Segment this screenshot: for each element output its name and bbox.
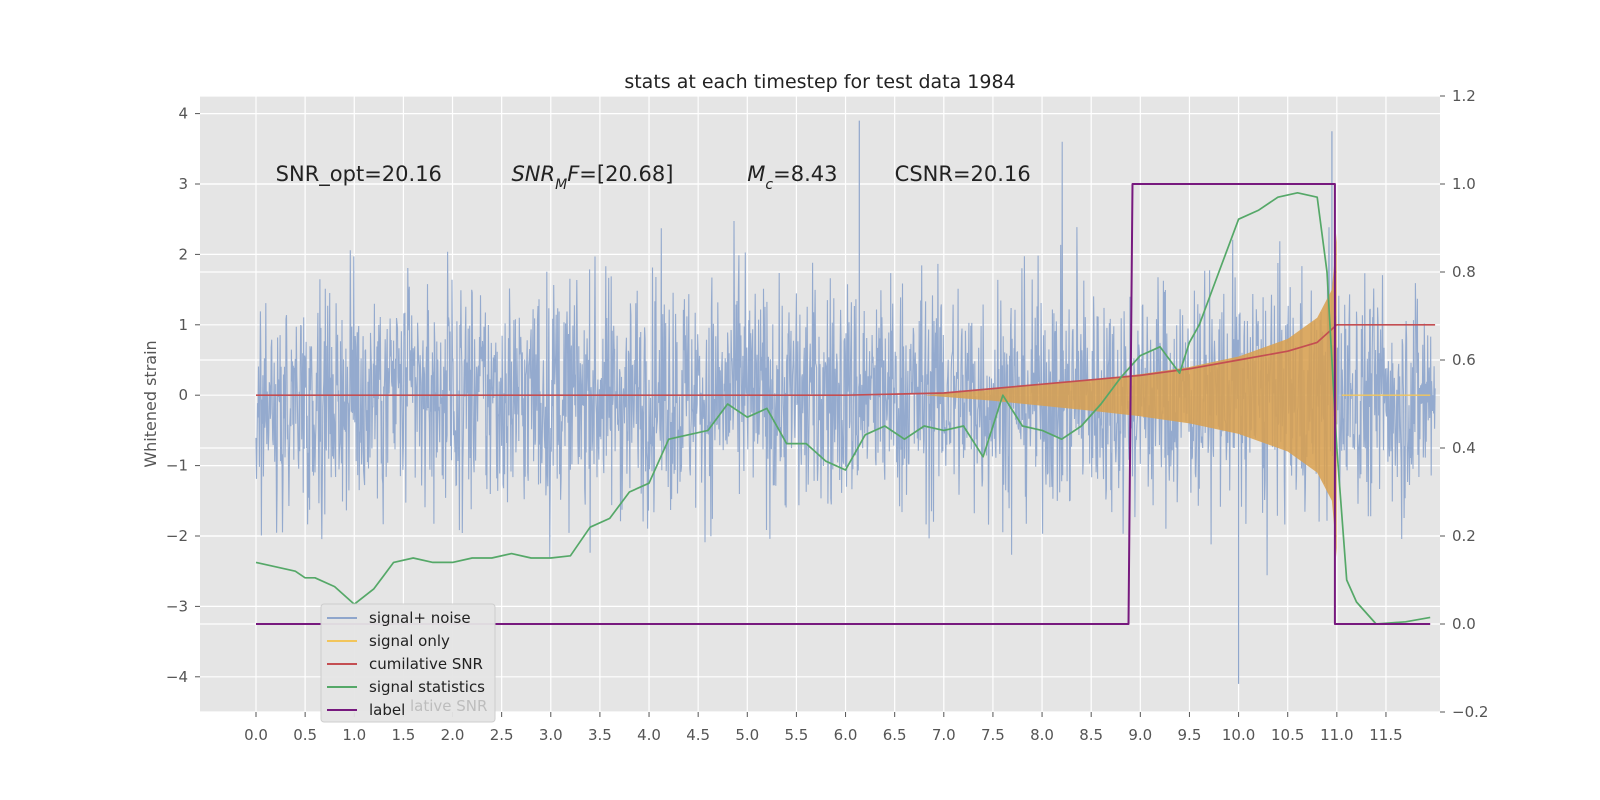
y-tick-label: 4	[178, 105, 188, 123]
y2-tick-label: 0.0	[1452, 615, 1476, 633]
legend-label: signal only	[369, 632, 450, 650]
series-label	[256, 183, 1431, 625]
legend-label: label	[369, 701, 405, 719]
annotation-segment: F	[567, 162, 580, 186]
annotation-segment: =[20.68]	[579, 162, 673, 186]
annotations: SNR_opt=20.16 SNRMF=[20.68] Mc=8.43 CSNR=20…	[276, 162, 1031, 193]
x-tick-label: 6.0	[834, 726, 858, 744]
y-tick-label: 0	[178, 386, 188, 404]
x-tick-label: 4.5	[686, 726, 710, 744]
y2-tick-label: 0.2	[1452, 527, 1476, 545]
x-tick-label: 3.0	[539, 726, 563, 744]
annotation-text: SNR_opt=20.16	[276, 162, 442, 187]
legend: lative SNR signal+ noise signal only cumila…	[320, 603, 496, 723]
x-tick-label: 3.5	[588, 726, 612, 744]
legend-label: cumilative SNR	[369, 655, 483, 673]
y2-tick-label: 1.2	[1452, 87, 1476, 105]
y-tick-label: −4	[166, 668, 188, 686]
legend-label: signal statistics	[369, 678, 485, 696]
x-tick-label: 9.5	[1178, 726, 1202, 744]
annotation-text: SNRMF=[20.68]	[511, 162, 673, 193]
x-tick-label: 5.5	[784, 726, 808, 744]
y-tick-label: 2	[178, 245, 188, 263]
x-tick-label: 7.5	[981, 726, 1005, 744]
x-tick-label: 9.0	[1128, 726, 1152, 744]
annotation-segment: CSNR=20.16	[895, 162, 1031, 186]
legend-box	[320, 603, 496, 723]
y-tick-label: −3	[166, 597, 188, 615]
annotation-segment: M	[555, 177, 567, 193]
x-tick-label: 1.0	[342, 726, 366, 744]
y2-tick-label: 0.6	[1452, 351, 1476, 369]
y-tick-label: −1	[166, 457, 188, 475]
x-tick-label: 10.0	[1222, 726, 1255, 744]
x-tick-label: 7.0	[932, 726, 956, 744]
x-tick-label: 10.5	[1271, 726, 1304, 744]
axes: 0.0 0.5 1.0 1.5 2.0 2.5 3.0 3.5 4.0 4.5 5.0 5.5 6.0 6…	[166, 87, 1489, 744]
y-tick-label: 1	[178, 316, 188, 334]
y-axis-label: Whitened strain	[141, 340, 160, 467]
x-tick-label: 2.5	[490, 726, 514, 744]
y2-tick-label: 0.8	[1452, 263, 1476, 281]
y2-tick-label: 1.0	[1452, 175, 1476, 193]
y2-tick-label: −0.2	[1452, 703, 1488, 721]
x-tick-label: 11.0	[1320, 726, 1353, 744]
annotation-segment: M	[747, 162, 765, 186]
x-tick-label: 0.0	[244, 726, 268, 744]
legend-label: signal+ noise	[369, 609, 471, 627]
series-cumilative-snr	[256, 323, 1436, 397]
annotation-text: Mc=8.43	[747, 162, 837, 193]
x-tick-label: 8.0	[1030, 726, 1054, 744]
x-tick-label: 8.5	[1079, 726, 1103, 744]
x-tick-label: 1.5	[391, 726, 415, 744]
y2-tick-label: 0.4	[1452, 439, 1476, 457]
annotation-segment: SNR	[511, 162, 555, 186]
annotation-segment: SNR_opt=20.16	[276, 162, 442, 187]
x-tick-label: 6.5	[883, 726, 907, 744]
y-tick-label: −2	[166, 527, 188, 545]
y-tick-label: 3	[178, 175, 188, 193]
chart-title: stats at each timestep for test data 198…	[624, 71, 1015, 93]
x-tick-label: 4.0	[637, 726, 661, 744]
x-tick-label: 2.0	[441, 726, 465, 744]
annotation-segment: c	[765, 177, 773, 193]
annotation-text: CSNR=20.16	[895, 162, 1031, 186]
x-tick-label: 11.5	[1369, 726, 1402, 744]
x-tick-label: 0.5	[293, 726, 317, 744]
x-tick-label: 5.0	[735, 726, 759, 744]
plot-area	[255, 120, 1436, 684]
series-signal-statistics	[255, 191, 1431, 625]
legend-ghost-text: lative SNR	[410, 697, 487, 715]
annotation-segment: =8.43	[773, 162, 837, 186]
